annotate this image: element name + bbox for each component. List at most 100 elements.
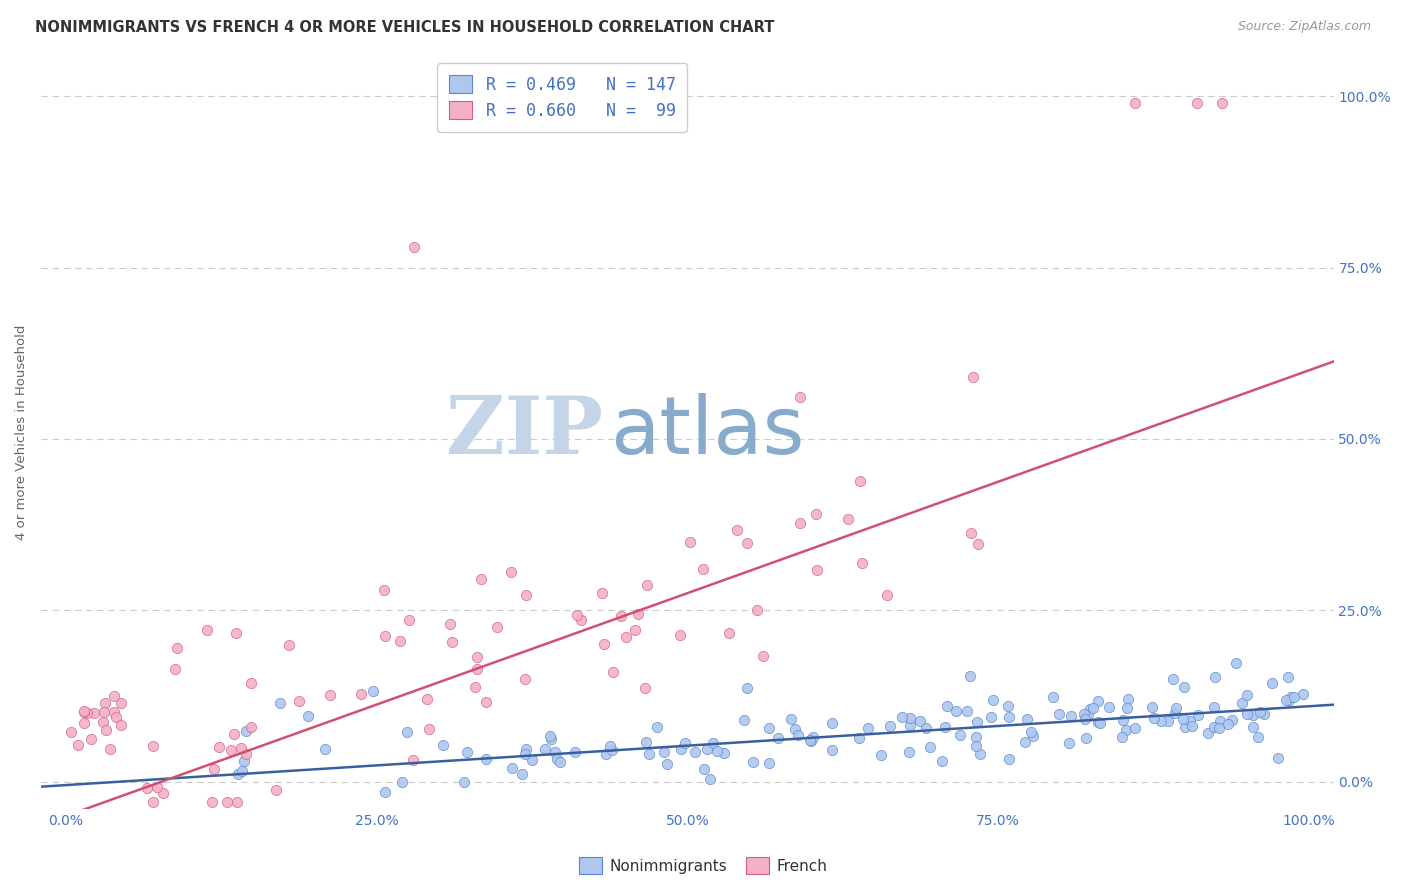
Point bbox=[733, 713, 755, 727]
Point bbox=[1150, 714, 1173, 728]
Point bbox=[540, 732, 562, 747]
Point bbox=[600, 743, 623, 757]
Point bbox=[1230, 696, 1253, 710]
Point bbox=[1164, 706, 1187, 720]
Point bbox=[1115, 723, 1137, 737]
Point bbox=[766, 731, 789, 746]
Point bbox=[1161, 672, 1184, 686]
Point bbox=[195, 623, 218, 637]
Point bbox=[135, 780, 157, 795]
Point bbox=[593, 637, 616, 651]
Point bbox=[1098, 700, 1121, 714]
Point bbox=[1087, 694, 1109, 708]
Point bbox=[475, 752, 498, 766]
Point bbox=[949, 728, 972, 742]
Point bbox=[713, 746, 735, 760]
Point bbox=[432, 738, 454, 752]
Point bbox=[222, 727, 245, 741]
Point bbox=[1208, 722, 1230, 736]
Point bbox=[1241, 720, 1264, 734]
Point bbox=[706, 743, 728, 757]
Point bbox=[564, 745, 586, 759]
Point bbox=[1087, 714, 1109, 729]
Point bbox=[226, 766, 249, 780]
Point bbox=[1241, 708, 1264, 723]
Point bbox=[1080, 702, 1102, 716]
Point bbox=[208, 740, 231, 755]
Point bbox=[515, 747, 537, 762]
Point bbox=[567, 608, 589, 623]
Point bbox=[1209, 714, 1232, 728]
Point bbox=[1042, 690, 1064, 704]
Point bbox=[287, 694, 309, 708]
Point bbox=[735, 681, 758, 695]
Point bbox=[1073, 706, 1095, 721]
Point bbox=[821, 715, 844, 730]
Point bbox=[398, 613, 420, 627]
Point bbox=[440, 635, 463, 649]
Point bbox=[1173, 681, 1195, 695]
Point bbox=[962, 370, 984, 384]
Point bbox=[1156, 714, 1178, 728]
Point bbox=[453, 775, 475, 789]
Point bbox=[66, 738, 89, 752]
Point bbox=[595, 747, 617, 762]
Point bbox=[1142, 700, 1164, 714]
Point bbox=[718, 625, 741, 640]
Point bbox=[1236, 688, 1258, 702]
Point bbox=[1197, 726, 1219, 740]
Text: atlas: atlas bbox=[610, 393, 804, 471]
Point bbox=[799, 732, 821, 747]
Point bbox=[637, 747, 659, 762]
Point bbox=[897, 745, 920, 759]
Legend: R = 0.469   N = 147, R = 0.660   N =  99: R = 0.469 N = 147, R = 0.660 N = 99 bbox=[437, 63, 688, 132]
Point bbox=[898, 711, 921, 725]
Point bbox=[165, 662, 187, 676]
Point bbox=[72, 704, 94, 718]
Point bbox=[614, 630, 637, 644]
Point bbox=[966, 714, 988, 729]
Point bbox=[980, 710, 1002, 724]
Point bbox=[965, 730, 987, 744]
Point bbox=[869, 747, 891, 762]
Point bbox=[93, 706, 115, 720]
Point bbox=[645, 720, 668, 734]
Point bbox=[1057, 736, 1080, 750]
Point bbox=[849, 475, 872, 489]
Point bbox=[152, 786, 174, 800]
Point bbox=[1202, 699, 1225, 714]
Point bbox=[474, 695, 496, 709]
Point bbox=[1275, 693, 1298, 707]
Point bbox=[391, 775, 413, 789]
Point bbox=[1247, 730, 1270, 744]
Point bbox=[510, 766, 533, 780]
Point bbox=[1249, 705, 1271, 719]
Point bbox=[93, 696, 115, 710]
Point bbox=[1225, 656, 1247, 670]
Point bbox=[103, 690, 125, 704]
Point bbox=[404, 240, 426, 254]
Point bbox=[202, 762, 225, 776]
Point bbox=[725, 523, 748, 537]
Point bbox=[751, 649, 773, 664]
Point bbox=[264, 783, 287, 797]
Point bbox=[402, 753, 425, 767]
Y-axis label: 4 or more Vehicles in Household: 4 or more Vehicles in Household bbox=[15, 325, 28, 540]
Point bbox=[548, 755, 571, 769]
Point bbox=[1123, 721, 1146, 735]
Point bbox=[110, 697, 132, 711]
Point bbox=[465, 650, 488, 665]
Point bbox=[821, 743, 844, 757]
Point bbox=[1077, 708, 1099, 723]
Point bbox=[269, 696, 291, 710]
Point bbox=[1111, 730, 1133, 744]
Text: Source: ZipAtlas.com: Source: ZipAtlas.com bbox=[1237, 20, 1371, 33]
Point bbox=[981, 693, 1004, 707]
Point bbox=[80, 731, 103, 746]
Point bbox=[83, 706, 105, 721]
Point bbox=[1178, 714, 1201, 728]
Point bbox=[373, 583, 395, 598]
Point bbox=[231, 764, 253, 779]
Point bbox=[166, 640, 188, 655]
Point bbox=[966, 537, 988, 551]
